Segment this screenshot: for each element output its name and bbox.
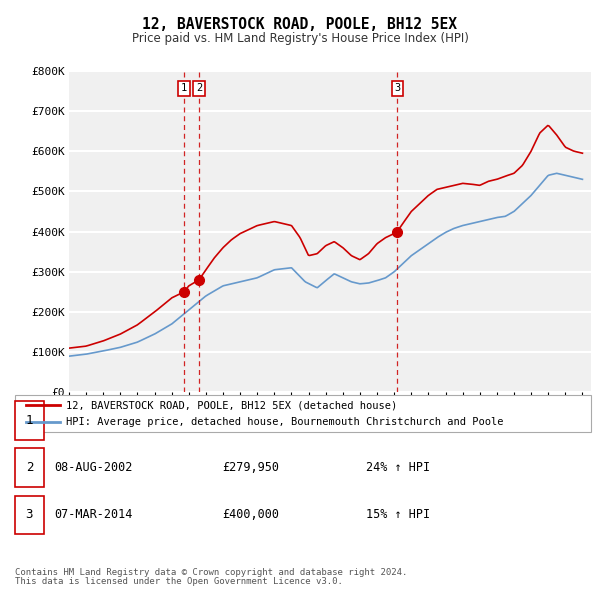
Text: Contains HM Land Registry data © Crown copyright and database right 2024.: Contains HM Land Registry data © Crown c…	[15, 568, 407, 577]
Text: £279,950: £279,950	[222, 461, 279, 474]
Text: 21-SEP-2001: 21-SEP-2001	[54, 414, 133, 427]
Text: 3: 3	[26, 508, 33, 522]
Text: HPI: Average price, detached house, Bournemouth Christchurch and Poole: HPI: Average price, detached house, Bour…	[66, 418, 503, 427]
Text: 1: 1	[181, 84, 187, 93]
Text: £249,950: £249,950	[222, 414, 279, 427]
Text: 32% ↑ HPI: 32% ↑ HPI	[366, 414, 430, 427]
Text: 1: 1	[26, 414, 33, 427]
Text: 12, BAVERSTOCK ROAD, POOLE, BH12 5EX (detached house): 12, BAVERSTOCK ROAD, POOLE, BH12 5EX (de…	[66, 401, 397, 410]
Text: 2: 2	[196, 84, 202, 93]
Text: 07-MAR-2014: 07-MAR-2014	[54, 508, 133, 522]
Text: £400,000: £400,000	[222, 508, 279, 522]
Text: 24% ↑ HPI: 24% ↑ HPI	[366, 461, 430, 474]
Text: Price paid vs. HM Land Registry's House Price Index (HPI): Price paid vs. HM Land Registry's House …	[131, 32, 469, 45]
Text: 08-AUG-2002: 08-AUG-2002	[54, 461, 133, 474]
Text: 12, BAVERSTOCK ROAD, POOLE, BH12 5EX: 12, BAVERSTOCK ROAD, POOLE, BH12 5EX	[143, 17, 458, 31]
Text: 2: 2	[26, 461, 33, 474]
Text: 3: 3	[394, 84, 400, 93]
Text: This data is licensed under the Open Government Licence v3.0.: This data is licensed under the Open Gov…	[15, 577, 343, 586]
Text: 15% ↑ HPI: 15% ↑ HPI	[366, 508, 430, 522]
